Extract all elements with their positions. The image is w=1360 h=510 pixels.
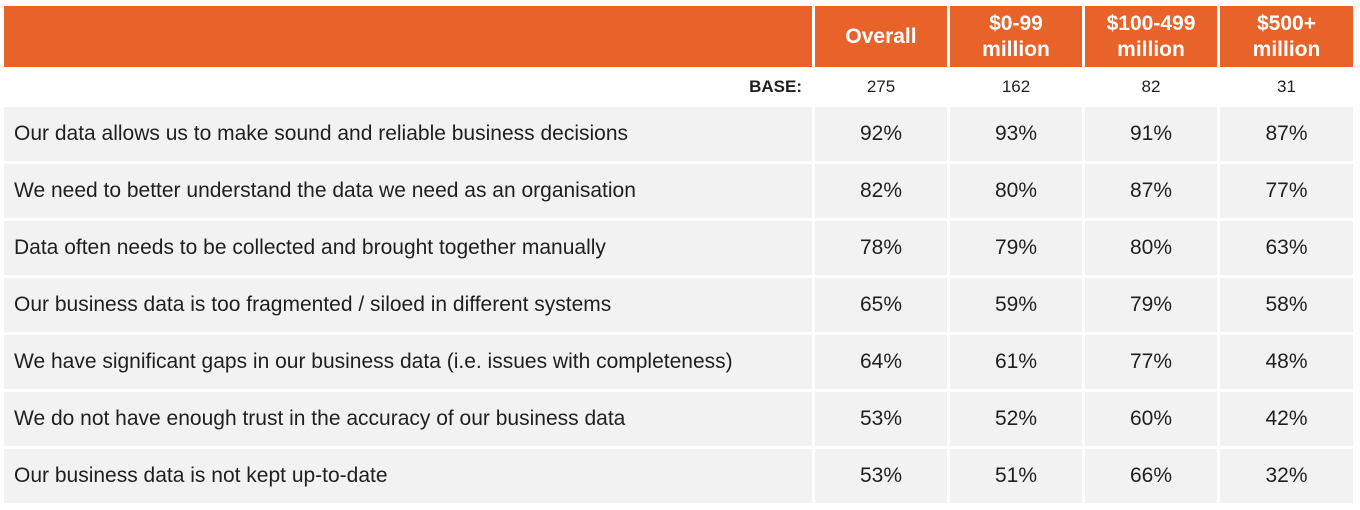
value-cell: 53% [815,449,950,506]
data-table: Overall $0-99 million $100-499 million $… [4,6,1353,506]
col-header-line-1: $100-499 [1106,11,1196,35]
value-cell: 78% [815,221,950,278]
table-row: Our business data is too fragmented / si… [4,278,1353,335]
value-cell: 65% [815,278,950,335]
value-cell: 87% [1220,107,1353,164]
row-label: We need to better understand the data we… [4,164,815,221]
value-cell: 82% [815,164,950,221]
header-blank-cell [4,6,815,70]
row-label: We do not have enough trust in the accur… [4,392,815,449]
base-value: 162 [950,70,1085,107]
value-cell: 92% [815,107,950,164]
table-row: Our data allows us to make sound and rel… [4,107,1353,164]
data-rows: Our data allows us to make sound and rel… [4,107,1353,506]
base-value: 275 [815,70,950,107]
row-label: Data often needs to be collected and bro… [4,221,815,278]
base-value: 82 [1085,70,1220,107]
col-header-overall-line: Overall [845,24,917,48]
col-header-line-2: million [1117,37,1185,61]
value-cell: 60% [1085,392,1220,449]
row-label: Our business data is too fragmented / si… [4,278,815,335]
base-label: BASE: [4,70,815,107]
col-header-line-2: million [1252,37,1321,61]
value-cell: 58% [1220,278,1353,335]
col-header-0-99m: $0-99 million [950,6,1085,70]
table-row: Data often needs to be collected and bro… [4,221,1353,278]
value-cell: 63% [1220,221,1353,278]
header-row: Overall $0-99 million $100-499 million $… [4,6,1353,70]
value-cell: 59% [950,278,1085,335]
value-cell: 48% [1220,335,1353,392]
value-cell: 66% [1085,449,1220,506]
col-header-line-2: million [982,37,1050,61]
col-header-overall: Overall [815,6,950,70]
table-row: We do not have enough trust in the accur… [4,392,1353,449]
value-cell: 87% [1085,164,1220,221]
value-cell: 93% [950,107,1085,164]
base-value: 31 [1220,70,1353,107]
value-cell: 80% [1085,221,1220,278]
value-cell: 32% [1220,449,1353,506]
value-cell: 53% [815,392,950,449]
col-header-line-1: $0-99 [989,11,1043,35]
value-cell: 52% [950,392,1085,449]
table-row: We need to better understand the data we… [4,164,1353,221]
row-label: We have significant gaps in our business… [4,335,815,392]
value-cell: 77% [1220,164,1353,221]
value-cell: 64% [815,335,950,392]
value-cell: 42% [1220,392,1353,449]
value-cell: 80% [950,164,1085,221]
row-label: Our data allows us to make sound and rel… [4,107,815,164]
table-row: We have significant gaps in our business… [4,335,1353,392]
col-header-line-1: $500+ [1257,11,1316,35]
value-cell: 79% [1085,278,1220,335]
col-header-100-499m: $100-499 million [1085,6,1220,70]
col-header-500m-plus: $500+ million [1220,6,1353,70]
value-cell: 61% [950,335,1085,392]
table-row: Our business data is not kept up-to-date… [4,449,1353,506]
row-label: Our business data is not kept up-to-date [4,449,815,506]
value-cell: 51% [950,449,1085,506]
value-cell: 91% [1085,107,1220,164]
value-cell: 77% [1085,335,1220,392]
value-cell: 79% [950,221,1085,278]
base-row: BASE: 275 162 82 31 [4,70,1353,107]
